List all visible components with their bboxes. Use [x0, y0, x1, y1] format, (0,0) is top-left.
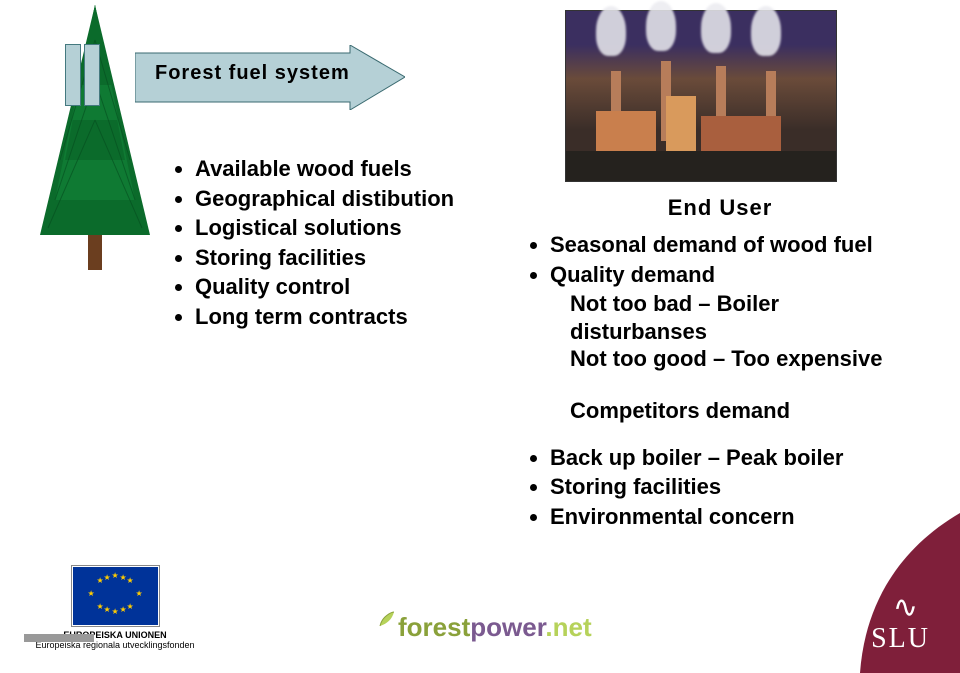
eu-logo-block: ★ ★ ★ ★ ★ ★ ★ ★ ★ ★ ★ ★ EUROPEISKA UNION…: [20, 566, 210, 650]
right-item: Back up boiler – Peak boiler: [550, 444, 910, 472]
left-item: Logistical solutions: [195, 214, 495, 242]
right-subitem: Not too good – Too expensive: [570, 345, 910, 373]
right-item: Storing facilities: [550, 473, 910, 501]
right-bullet-list-1: Seasonal demand of wood fuel Quality dem…: [530, 231, 910, 288]
slu-label: SLU: [871, 623, 930, 655]
left-item: Available wood fuels: [195, 155, 495, 183]
footer-ornament: [24, 634, 94, 642]
left-bullet-list: Available wood fuels Geographical distib…: [175, 155, 495, 330]
fp-part2: power: [470, 612, 545, 642]
left-item: Long term contracts: [195, 303, 495, 331]
right-item: Seasonal demand of wood fuel: [550, 231, 910, 259]
left-item: Storing facilities: [195, 244, 495, 272]
left-item: Quality control: [195, 273, 495, 301]
forestpower-logo: forestpower.net: [378, 612, 592, 643]
arrow-tail-rects: [65, 44, 103, 111]
right-column: End User Seasonal demand of wood fuel Qu…: [530, 195, 910, 532]
leaf-icon: [378, 604, 396, 622]
eu-flag-icon: ★ ★ ★ ★ ★ ★ ★ ★ ★ ★ ★ ★: [72, 566, 159, 626]
fp-part3: .net: [545, 612, 591, 642]
arrow-label: Forest fuel system: [155, 62, 350, 85]
factory-photo: [565, 10, 837, 182]
left-item: Geographical distibution: [195, 185, 495, 213]
slu-logo-block: ∿ SLU: [810, 513, 960, 673]
left-column: Available wood fuels Geographical distib…: [175, 155, 495, 332]
slu-swoosh-icon: ∿: [893, 590, 918, 625]
right-item: Quality demand: [550, 261, 910, 289]
competitors-heading: Competitors demand: [570, 398, 910, 424]
end-user-heading: End User: [530, 195, 910, 221]
fp-part1: forest: [398, 612, 470, 642]
right-subitem: Not too bad – Boiler disturbanses: [570, 290, 910, 345]
tree-illustration: [20, 0, 170, 280]
